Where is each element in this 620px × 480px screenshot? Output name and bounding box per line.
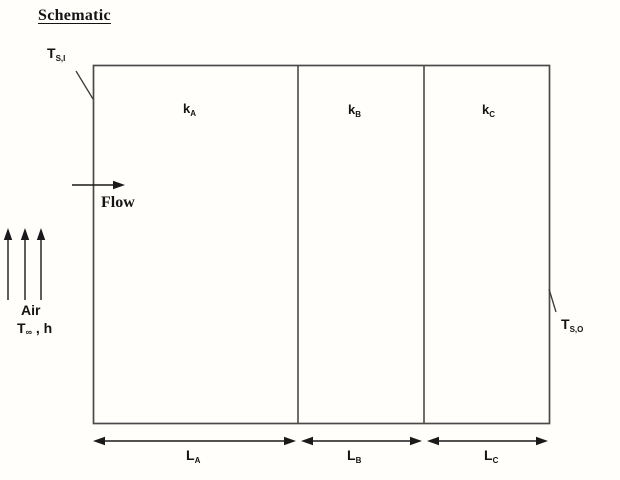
flow-arrow <box>72 180 125 190</box>
composite-wall-outline <box>92 64 551 425</box>
ts-outer-leader-line <box>548 288 557 313</box>
ts-outer-label: TS,O <box>561 316 584 334</box>
conductivity-label-b: kB <box>348 102 362 119</box>
conductivity-label-c: kC <box>482 102 496 119</box>
air-flow-arrows <box>3 228 46 300</box>
page-title: Schematic <box>38 7 111 24</box>
length-label-a: LA <box>186 447 201 465</box>
flow-label: Flow <box>101 194 135 211</box>
ts-inner-label: TS,I <box>47 45 66 63</box>
length-label-c: LC <box>484 447 499 465</box>
dimension-arrow-lb <box>301 436 422 446</box>
ts-inner-leader-line <box>75 70 94 100</box>
conductivity-label-a: kA <box>183 101 197 118</box>
air-temperature-label: T∞ , h <box>17 320 53 337</box>
dimension-arrow-lc <box>427 436 548 446</box>
air-label: Air <box>21 302 41 318</box>
length-label-b: LB <box>347 447 362 465</box>
dimension-arrow-la <box>93 436 296 446</box>
